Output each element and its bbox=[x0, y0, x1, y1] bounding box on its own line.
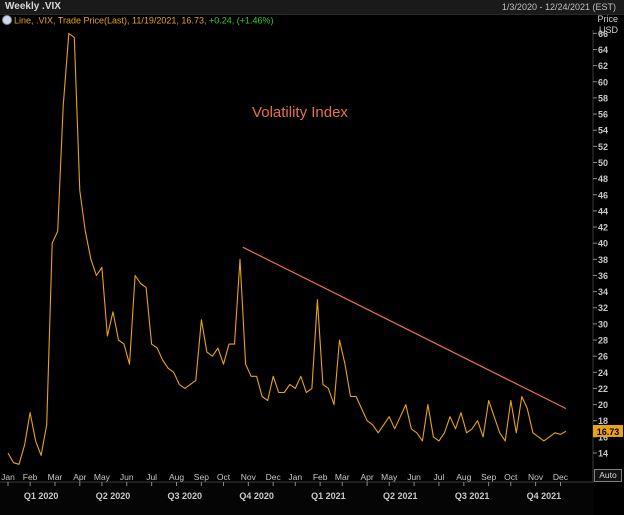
y-tick-label: 36 bbox=[598, 271, 608, 281]
y-tick-label: 64 bbox=[598, 45, 608, 55]
chart-instrument-title: Weekly .VIX bbox=[5, 1, 61, 12]
y-tick-label: 50 bbox=[598, 158, 608, 168]
x-month-label: Apr bbox=[360, 472, 373, 482]
title-bar: Weekly .VIX 1/3/2020 - 12/24/2021 (EST) bbox=[0, 0, 624, 15]
y-tick-label: 60 bbox=[598, 77, 608, 87]
x-month-label: Jul bbox=[433, 472, 444, 482]
last-price-label: 16.73 bbox=[597, 427, 620, 437]
price-axis-header: Price USD bbox=[597, 14, 618, 36]
x-month-label: May bbox=[94, 472, 111, 482]
x-month-label: Aug bbox=[169, 472, 184, 482]
y-tick-label: 34 bbox=[598, 287, 608, 297]
y-tick-label: 30 bbox=[598, 319, 608, 329]
x-month-label: Oct bbox=[504, 472, 518, 482]
x-month-label: Apr bbox=[73, 472, 86, 482]
vix-series-line[interactable] bbox=[7, 32, 567, 465]
x-month-label: Jan bbox=[288, 472, 302, 482]
y-tick-label: 46 bbox=[598, 190, 608, 200]
y-tick-label: 32 bbox=[598, 303, 608, 313]
series-legend[interactable]: Line, .VIX, Trade Price(Last), 11/19/202… bbox=[2, 14, 274, 27]
y-tick-label: 22 bbox=[598, 384, 608, 394]
auto-scale-button[interactable]: Auto bbox=[594, 469, 622, 482]
x-quarter-label: Q3 2021 bbox=[455, 491, 490, 501]
y-tick-label: 58 bbox=[598, 93, 608, 103]
x-quarter-label: Q4 2020 bbox=[239, 491, 274, 501]
x-month-label: Jun bbox=[407, 472, 421, 482]
y-tick-label: 14 bbox=[598, 449, 608, 459]
chart-title: Volatility Index bbox=[252, 104, 348, 121]
y-tick-label: 66 bbox=[598, 29, 608, 39]
x-quarter-label: Q2 2021 bbox=[383, 491, 418, 501]
x-month-label: Jan bbox=[1, 472, 15, 482]
y-tick-label: 38 bbox=[598, 255, 608, 265]
y-tick-label: 24 bbox=[598, 368, 608, 378]
x-month-label: Feb bbox=[23, 472, 38, 482]
x-month-label: Nov bbox=[241, 472, 257, 482]
x-month-label: Jul bbox=[146, 472, 157, 482]
y-tick-label: 28 bbox=[598, 336, 608, 346]
legend-series-text: Line, .VIX, Trade Price(Last), 11/19/202… bbox=[14, 15, 207, 26]
x-month-label: Dec bbox=[266, 472, 282, 482]
price-axis-label: Price bbox=[597, 14, 618, 24]
series-settings-icon[interactable] bbox=[2, 14, 12, 25]
y-tick-label: 54 bbox=[598, 126, 608, 136]
x-month-label: Oct bbox=[217, 472, 231, 482]
y-tick-label: 56 bbox=[598, 110, 608, 120]
x-month-label: Jun bbox=[120, 472, 134, 482]
y-tick-label: 26 bbox=[598, 352, 608, 362]
x-month-label: May bbox=[381, 472, 398, 482]
resistance-trendline[interactable] bbox=[242, 246, 567, 410]
x-month-label: Sep bbox=[194, 472, 209, 482]
x-quarter-label: Q2 2020 bbox=[96, 491, 131, 501]
x-month-label: Mar bbox=[335, 472, 350, 482]
x-axis-strip bbox=[0, 482, 594, 515]
x-quarter-label: Q4 2021 bbox=[527, 491, 562, 501]
y-tick-label: 44 bbox=[598, 206, 608, 216]
y-tick-label: 18 bbox=[598, 416, 608, 426]
x-quarter-label: Q1 2020 bbox=[24, 491, 59, 501]
y-tick-label: 48 bbox=[598, 174, 608, 184]
x-month-label: Feb bbox=[313, 472, 328, 482]
x-month-label: Dec bbox=[553, 472, 569, 482]
date-range-label[interactable]: 1/3/2020 - 12/24/2021 (EST) bbox=[501, 2, 616, 12]
y-tick-label: 16 bbox=[598, 432, 608, 442]
x-month-label: Sep bbox=[481, 472, 496, 482]
currency-label: USD bbox=[598, 25, 618, 35]
x-month-label: Aug bbox=[456, 472, 471, 482]
y-tick-label: 40 bbox=[598, 239, 608, 249]
x-month-label: Mar bbox=[48, 472, 63, 482]
y-tick-label: 42 bbox=[598, 223, 608, 233]
y-tick-label: 20 bbox=[598, 400, 608, 410]
x-quarter-label: Q3 2020 bbox=[168, 491, 203, 501]
x-quarter-label: Q1 2021 bbox=[311, 491, 346, 501]
last-price-tag bbox=[593, 424, 623, 437]
y-tick-label: 62 bbox=[598, 61, 608, 71]
y-tick-label: 52 bbox=[598, 142, 608, 152]
legend-change-text: +0.24, (+1.46%) bbox=[208, 15, 274, 26]
x-month-label: Nov bbox=[528, 472, 544, 482]
